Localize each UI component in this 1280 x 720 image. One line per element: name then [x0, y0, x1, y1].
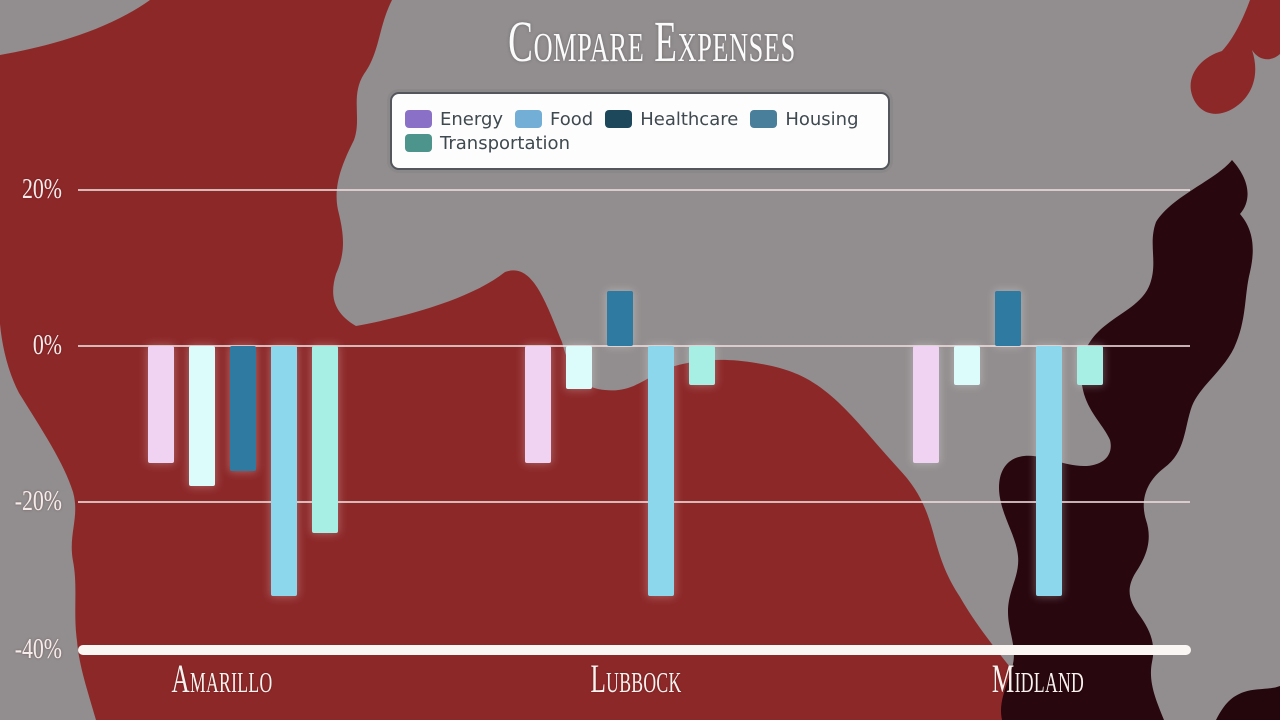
y-tick-label--40: -40%	[14, 634, 62, 665]
y-tick-label-0: 0%	[32, 330, 62, 361]
bar-midland-housing	[1036, 346, 1062, 596]
category-label-midland: Midland	[991, 656, 1085, 701]
legend-label: Housing	[785, 108, 859, 130]
healthcare-swatch-icon	[605, 110, 633, 128]
map-region-dark-snake	[999, 160, 1253, 720]
bar-amarillo-transportation	[312, 346, 338, 534]
bar-midland-transportation	[1077, 346, 1103, 385]
bar-lubbock-housing	[648, 346, 674, 596]
energy-swatch-icon	[405, 110, 432, 128]
bar-lubbock-healthcare	[607, 291, 633, 346]
bar-midland-healthcare	[995, 291, 1021, 346]
transportation-swatch-icon	[405, 134, 432, 152]
bar-lubbock-energy	[525, 346, 551, 463]
y-tick-label-20: 20%	[21, 174, 62, 205]
chart-title: Compare Expenses	[508, 9, 796, 74]
bar-midland-energy	[913, 346, 939, 463]
bar-midland-food	[954, 346, 980, 385]
bar-amarillo-energy	[148, 346, 174, 463]
bar-lubbock-food	[566, 346, 592, 389]
gridline--20	[78, 501, 1190, 503]
category-label-amarillo: Amarillo	[171, 656, 273, 701]
legend-item-energy: Energy	[405, 109, 503, 130]
bar-amarillo-healthcare	[230, 346, 256, 471]
legend: Energy Food Healthcare Housing Transportatio…	[390, 92, 890, 170]
gridline-20	[78, 189, 1190, 191]
bar-amarillo-food	[189, 346, 215, 487]
map-region-dark-corner	[1216, 686, 1280, 720]
legend-item-housing: Housing	[750, 108, 859, 130]
y-tick-label--20: -20%	[14, 486, 62, 517]
legend-label: Food	[550, 108, 594, 130]
legend-label: Transportation	[440, 132, 570, 154]
gridline-0	[78, 345, 1190, 347]
legend-item-transportation: Transportation	[405, 133, 570, 154]
legend-label: Energy	[440, 108, 504, 130]
housing-swatch-icon	[750, 110, 778, 128]
food-swatch-icon	[515, 110, 543, 128]
x-axis-line	[78, 645, 1191, 655]
legend-item-healthcare: Healthcare	[605, 109, 738, 130]
category-label-lubbock: Lubbock	[590, 656, 682, 701]
map-region-red-corner	[1190, 0, 1280, 114]
legend-label: Healthcare	[640, 108, 739, 130]
legend-item-food: Food	[515, 109, 593, 130]
bar-lubbock-transportation	[689, 346, 715, 385]
bar-amarillo-housing	[271, 346, 297, 596]
